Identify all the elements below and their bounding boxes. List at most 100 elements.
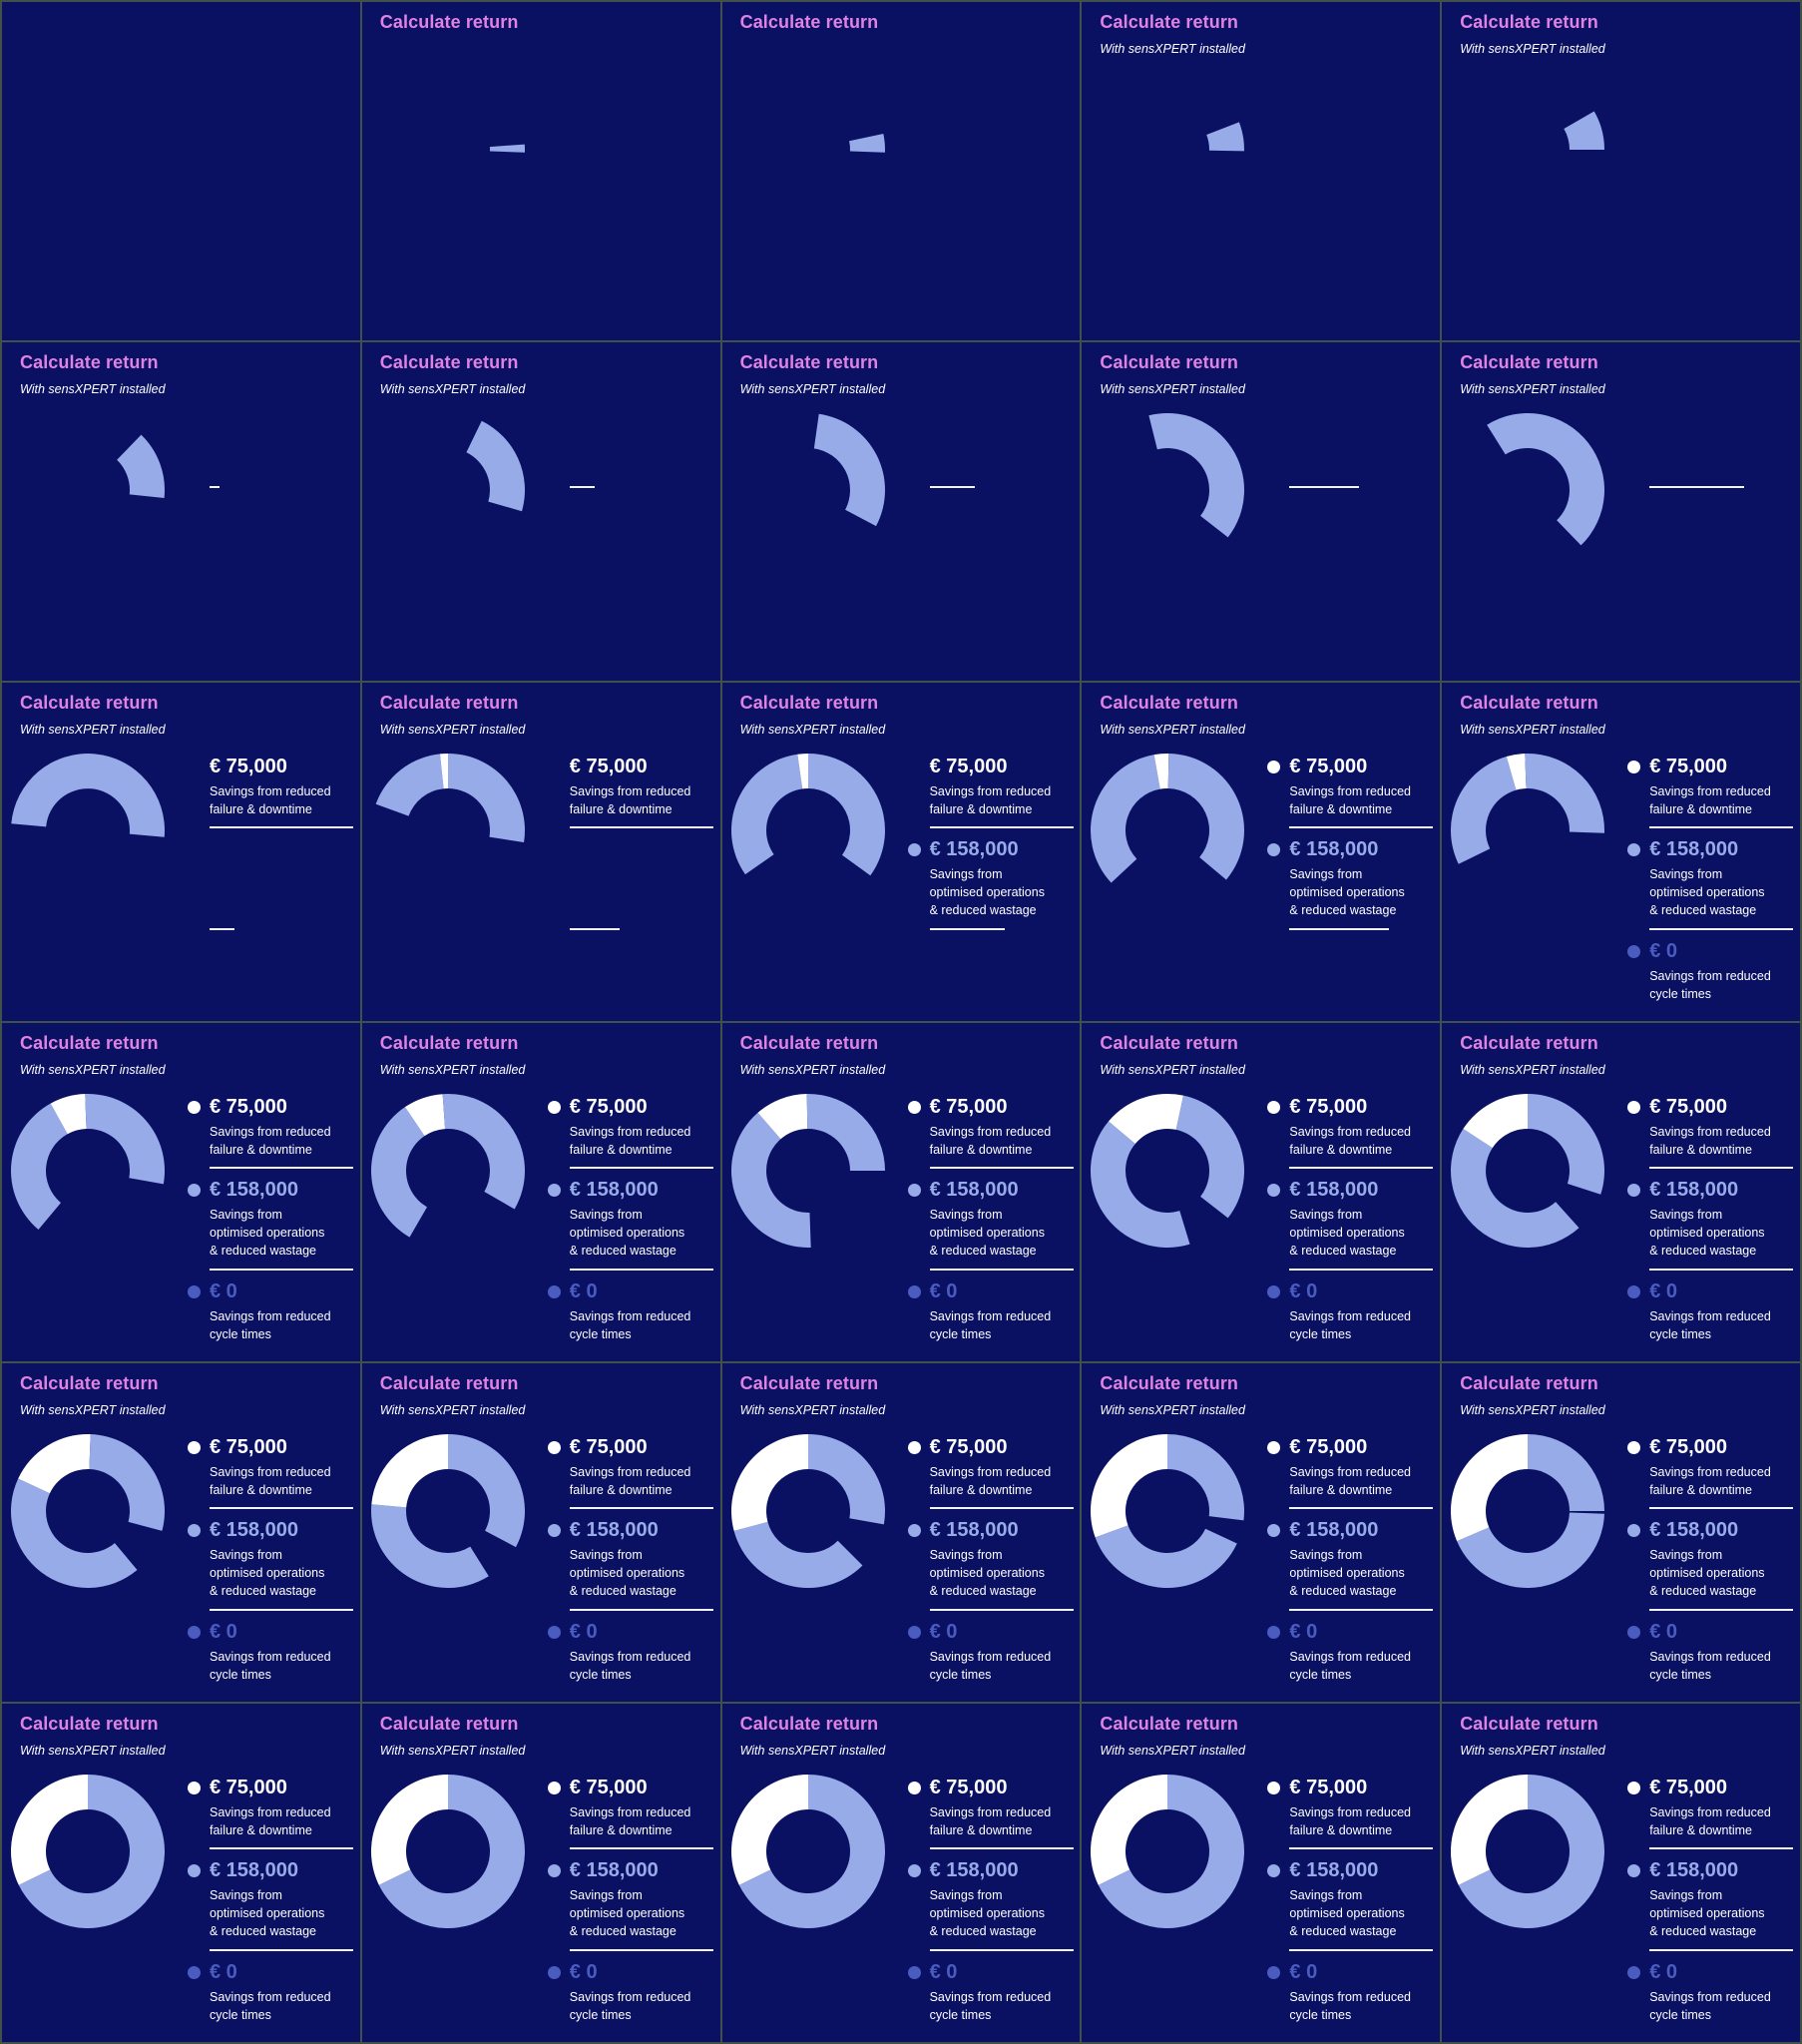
label-line: & reduced wastage	[569, 1584, 676, 1598]
savings-value-operations: € 158,000	[210, 1179, 298, 1201]
label-line: failure & downtime	[210, 1483, 312, 1497]
savings-value-operations: € 158,000	[1289, 1519, 1379, 1541]
calc-return-card-frame-17: Calculate return With sensXPERT installe…	[361, 1023, 720, 1361]
card-subtitle: With sensXPERT installed	[1460, 382, 1605, 396]
label-line: & reduced wastage	[210, 1584, 317, 1598]
savings-label-cycle: Savings from reduced cycle times	[1289, 1307, 1435, 1343]
label-line: & reduced wastage	[929, 1244, 1037, 1258]
label-line: cycle times	[210, 1668, 271, 1682]
legend-item-operations-wastage: € 158,000 Savings from optimised operati…	[907, 1859, 1076, 1940]
label-line: & reduced wastage	[1289, 1924, 1397, 1938]
legend-item-cycle-times: € 0 Savings from reduced cycle times	[907, 1621, 1076, 1684]
label-line: failure & downtime	[929, 802, 1033, 816]
savings-label-cycle: Savings from reduced cycle times	[1289, 1648, 1435, 1684]
indigo-bullet-icon	[1627, 945, 1641, 958]
periwinkle-bullet-icon	[1267, 1864, 1281, 1877]
periwinkle-bullet-icon	[907, 1864, 921, 1877]
label-line: failure & downtime	[1649, 1483, 1753, 1497]
white-bullet-icon	[547, 1441, 561, 1454]
savings-donut-chart	[1148, 413, 1245, 538]
calc-return-card-frame-8: Calculate return With sensXPERT installe…	[721, 342, 1081, 681]
legend-item-failure-downtime: € 75,000 Savings from reduced failure & …	[1627, 1436, 1795, 1499]
legend-item-failure-downtime: € 75,000 Savings from reduced failure & …	[1627, 756, 1795, 818]
savings-label-cycle: Savings from reduced cycle times	[1649, 1988, 1795, 2024]
indigo-bullet-icon	[547, 1966, 561, 1979]
card-title: Calculate return	[739, 693, 879, 713]
savings-value-cycle: € 0	[1649, 940, 1677, 962]
savings-label-failure: Savings from reduced failure & downtime	[1289, 782, 1435, 818]
label-line: Savings from reduced	[210, 1650, 331, 1664]
savings-label-operations: Savings from optimised operations & redu…	[210, 1206, 355, 1260]
white-bullet-icon	[1627, 1782, 1641, 1794]
legend-divider-1	[1649, 826, 1794, 828]
savings-value-cycle: € 0	[210, 1961, 237, 1983]
card-subtitle: With sensXPERT installed	[1100, 42, 1245, 56]
calc-return-card-frame-22: Calculate return With sensXPERT installe…	[361, 1363, 720, 1702]
label-line: Savings from reduced	[929, 1309, 1052, 1323]
card-title: Calculate return	[379, 352, 519, 372]
savings-value-failure: € 75,000	[210, 756, 287, 777]
label-line: failure & downtime	[1289, 1483, 1393, 1497]
card-subtitle: With sensXPERT installed	[739, 382, 886, 396]
savings-label-failure: Savings from reduced failure & downtime	[1649, 782, 1795, 818]
savings-value-operations: € 158,000	[1289, 1179, 1379, 1201]
calc-return-card-frame-23: Calculate return With sensXPERT installe…	[721, 1363, 1081, 1702]
legend-divider-1	[1649, 1847, 1794, 1849]
savings-label-cycle: Savings from reduced cycle times	[930, 1648, 1076, 1684]
legend-divider-2	[929, 1269, 1074, 1271]
card-title: Calculate return	[1460, 1714, 1598, 1734]
card-subtitle: With sensXPERT installed	[379, 723, 526, 737]
legend-divider-1	[1649, 1507, 1794, 1509]
savings-label-operations: Savings from optimised operations & redu…	[1649, 1886, 1795, 1940]
savings-donut-chart	[466, 420, 525, 512]
label-line: optimised operations	[1649, 1226, 1765, 1240]
indigo-bullet-icon	[1627, 1285, 1641, 1298]
savings-label-operations: Savings from optimised operations & redu…	[1289, 865, 1435, 919]
card-title: Calculate return	[1460, 1033, 1598, 1053]
legend-item-failure-downtime: € 75,000 Savings from reduced failure & …	[1267, 1777, 1435, 1839]
savings-value-cycle: € 0	[1649, 1621, 1677, 1643]
label-line: Savings from reduced	[1289, 784, 1411, 798]
periwinkle-bullet-icon	[1627, 843, 1641, 856]
legend-item-cycle-times: € 0 Savings from reduced cycle times	[1627, 940, 1795, 1003]
savings-value-failure: € 75,000	[1289, 1096, 1368, 1118]
card-subtitle: With sensXPERT installed	[20, 1744, 166, 1758]
legend-item-cycle-times: € 0 Savings from reduced cycle times	[547, 1280, 715, 1343]
label-line: Savings from reduced	[1289, 1309, 1411, 1323]
legend-item-cycle-times: € 0 Savings from reduced cycle times	[1627, 1280, 1795, 1343]
legend-item-operations-wastage: € 158,000 Savings from optimised operati…	[1627, 1179, 1795, 1260]
white-bullet-icon	[547, 1101, 561, 1114]
savings-donut-chart	[370, 1094, 525, 1238]
white-bullet-icon	[1267, 761, 1281, 773]
savings-value-failure: € 75,000	[929, 1436, 1008, 1458]
savings-donut-chart	[370, 1434, 525, 1588]
card-subtitle: With sensXPERT installed	[739, 1744, 886, 1758]
legend-item-cycle-times: € 0 Savings from reduced cycle times	[907, 1280, 1076, 1343]
legend-divider-2	[569, 1609, 713, 1611]
label-line: & reduced wastage	[1649, 1244, 1757, 1258]
savings-donut-chart	[730, 1434, 885, 1589]
indigo-bullet-icon	[1627, 1966, 1641, 1979]
calc-return-card-frame-29: Calculate return With sensXPERT installe…	[1082, 1704, 1441, 2042]
label-line: cycle times	[569, 2008, 632, 2022]
savings-label-failure: Savings from reduced failure & downtime	[210, 782, 355, 818]
savings-label-operations: Savings from optimised operations & redu…	[570, 1546, 715, 1600]
card-title: Calculate return	[1100, 693, 1239, 713]
card-subtitle: With sensXPERT installed	[739, 1403, 886, 1417]
card-subtitle: With sensXPERT installed	[739, 1063, 886, 1077]
label-line: Savings from reduced	[1289, 1125, 1411, 1139]
legend-item-operations-wastage: € 158,000 Savings from optimised operati…	[907, 1519, 1076, 1600]
label-line: & reduced wastage	[1289, 1244, 1397, 1258]
savings-value-failure: € 75,000	[929, 756, 1008, 777]
calc-return-card-frame-28: Calculate return With sensXPERT installe…	[721, 1704, 1081, 2042]
label-line: & reduced wastage	[1289, 1584, 1397, 1598]
label-line: failure & downtime	[210, 1143, 312, 1157]
periwinkle-bullet-icon	[1627, 1524, 1641, 1537]
card-subtitle: With sensXPERT installed	[1100, 1744, 1245, 1758]
label-line: Savings from	[1289, 1888, 1363, 1902]
card-title: Calculate return	[379, 12, 519, 32]
legend-item-failure-downtime: € 75,000 Savings from reduced failure & …	[1627, 1096, 1795, 1159]
legend-item-operations-wastage: € 158,000 Savings from optimised operati…	[547, 1179, 715, 1260]
legend-divider-2	[210, 1609, 353, 1611]
card-subtitle: With sensXPERT installed	[379, 382, 526, 396]
